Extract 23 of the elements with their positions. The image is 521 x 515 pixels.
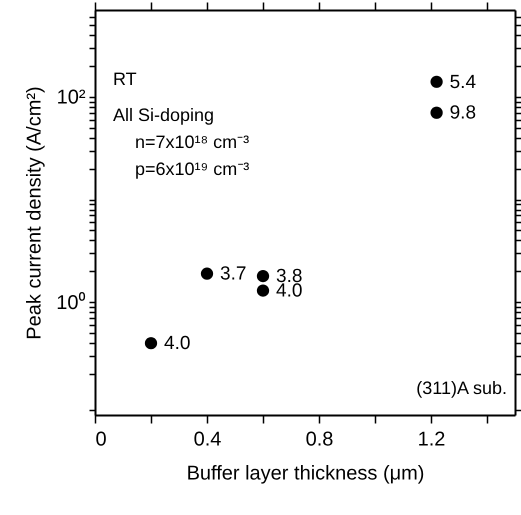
point [430,106,443,119]
x-tick-label: 0 [96,428,107,450]
text: 4.0 [164,333,190,354]
annotation: (311)A sub. [416,378,507,398]
y-tick-label: 10⁰ [56,290,86,314]
text: 3.7 [220,264,246,285]
text: 9.8 [450,102,476,124]
point [430,76,443,88]
x-tick-label: 0.4 [194,428,222,450]
y-tick-label: 10² [56,86,86,108]
annotation: n=7x10¹⁸ cm⁻³ [135,132,250,152]
x-tick-label: 1.2 [418,428,446,450]
point [256,270,270,282]
point [200,268,214,280]
annotation: RT [113,69,137,89]
annotation: All Si-doping [113,105,214,125]
point [144,337,158,350]
x-axis-title: Buffer layer thickness (μm) [186,462,424,484]
point [256,284,270,297]
text: 5.4 [450,72,476,93]
x-tick-label: 0.8 [306,428,334,450]
y-axis-title: Peak current density (A/cm²) [23,86,46,340]
annotation: p=6x10¹⁹ cm⁻³ [135,159,250,179]
